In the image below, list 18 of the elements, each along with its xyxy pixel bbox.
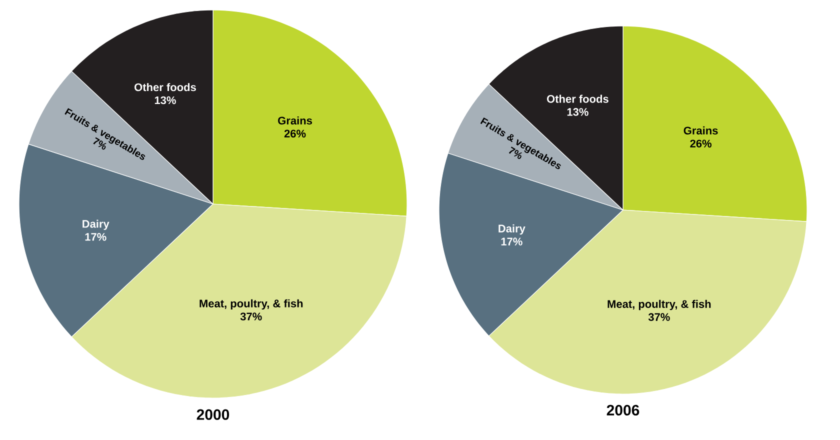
slice-label: Meat, poultry, & fish: [200, 299, 303, 310]
data-label: 37%: [240, 312, 262, 320]
data-label: 26%: [690, 140, 712, 148]
data-label: 17%: [85, 233, 106, 241]
data-label: 13%: [154, 96, 176, 104]
slice-label: Grains: [278, 116, 312, 125]
slice-label: Dairy: [82, 220, 110, 230]
slice-label: Other foods: [134, 83, 196, 92]
text: 2006: [606, 404, 640, 416]
text: 2000: [196, 409, 230, 420]
data-label: 17%: [501, 238, 522, 246]
data-label: 13%: [567, 108, 588, 116]
slice-label: Grains: [684, 126, 718, 134]
slice-label: Other foods: [546, 94, 608, 103]
data-label: 26%: [284, 130, 306, 138]
slice-label: Dairy: [498, 224, 526, 235]
slice-label: Meat, poultry, & fish: [608, 300, 711, 310]
data-label: 37%: [648, 313, 670, 321]
